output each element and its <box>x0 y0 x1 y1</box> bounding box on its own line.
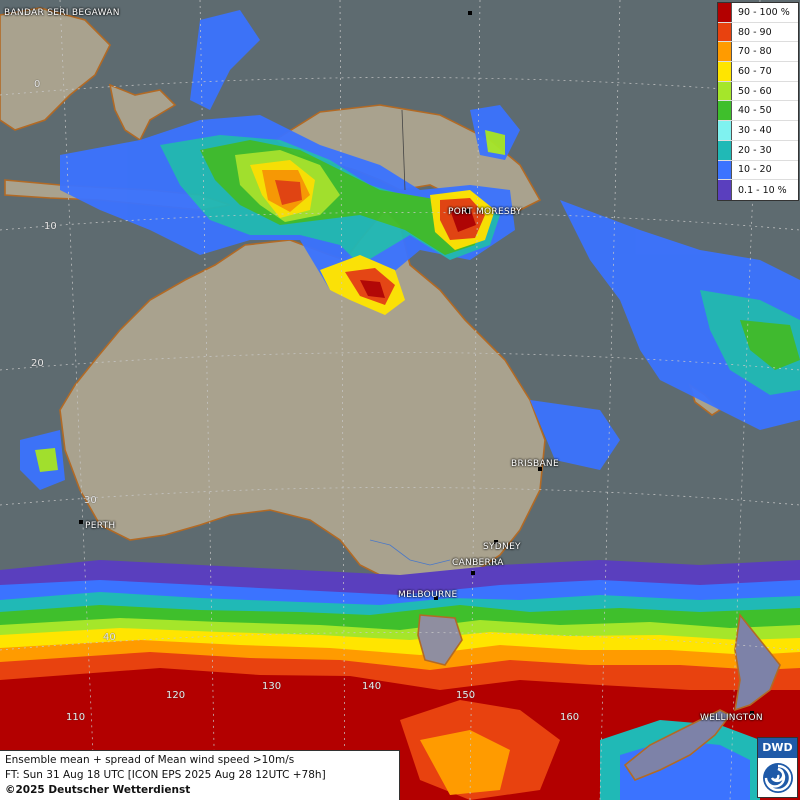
legend-swatch <box>718 22 732 42</box>
grid-label-lon-130: 130 <box>262 681 282 692</box>
legend-label: 50 - 60 <box>738 85 772 97</box>
probability-legend: 90 - 100 % 80 - 90 70 - 80 60 - 70 50 - … <box>717 2 799 201</box>
grid-label-lat-20: 20 <box>31 358 44 369</box>
city-label-brisbane: BRISBANE <box>511 459 559 469</box>
swirl-icon <box>762 763 793 793</box>
legend-label: 0.1 - 10 % <box>738 184 787 196</box>
legend-swatch <box>718 180 732 200</box>
copyright: ©2025 Deutscher Wetterdienst <box>5 784 191 796</box>
legend-swatch <box>718 42 732 62</box>
legend-label: 60 - 70 <box>738 65 772 77</box>
legend-row: 60 - 70 <box>718 62 798 82</box>
legend-row: 80 - 90 <box>718 22 798 43</box>
legend-label: 40 - 50 <box>738 105 772 117</box>
legend-row: 10 - 20 <box>718 160 798 181</box>
legend-row: 70 - 80 <box>718 42 798 63</box>
grid-label-lon-140: 140 <box>362 681 382 692</box>
grid-label-lat-0: 0 <box>34 79 41 90</box>
state-border <box>401 109 406 191</box>
city-label-wellington: WELLINGTON <box>700 713 763 723</box>
legend-row: 30 - 40 <box>718 121 798 141</box>
city-label-perth: PERTH <box>85 521 116 531</box>
legend-label: 70 - 80 <box>738 46 772 58</box>
legend-row: 40 - 50 <box>718 101 798 122</box>
legend-row: 0.1 - 10 % <box>718 180 798 200</box>
legend-label: 80 - 90 <box>738 26 772 38</box>
grid-label-lon-150: 150 <box>456 690 476 701</box>
legend-row: 50 - 60 <box>718 81 798 102</box>
legend-swatch <box>718 62 732 81</box>
city-label-sydney: SYDNEY <box>483 542 521 552</box>
grid-label-lat-10: 10 <box>44 221 57 232</box>
dwd-logo: DWD <box>757 737 798 798</box>
grid-label-lon-110: 110 <box>66 712 86 723</box>
city-label-melbourne: MELBOURNE <box>398 590 458 600</box>
legend-swatch <box>718 81 732 101</box>
map-title: Ensemble mean + spread of Mean wind spee… <box>5 754 295 766</box>
grid-label-lat-40: 40 <box>103 632 116 643</box>
legend-swatch <box>718 140 732 160</box>
legend-swatch <box>718 3 732 22</box>
city-label-bandar-seri-begawan: BANDAR SERI BEGAWAN <box>4 8 120 18</box>
legend-label: 10 - 20 <box>738 164 772 176</box>
legend-row: 90 - 100 % <box>718 3 798 23</box>
grid-label-lon-120: 120 <box>166 690 186 701</box>
legend-swatch <box>718 101 732 121</box>
city-label-canberra: CANBERRA <box>452 558 504 568</box>
city-markers <box>79 11 754 715</box>
legend-swatch <box>718 160 732 180</box>
legend-label: 20 - 30 <box>738 144 772 156</box>
dwd-logo-text: DWD <box>758 738 797 758</box>
wind-probability-north <box>20 10 800 490</box>
legend-row: 20 - 30 <box>718 140 798 161</box>
legend-swatch <box>718 121 732 140</box>
river <box>369 539 451 566</box>
map-info-box: Ensemble mean + spread of Mean wind spee… <box>0 750 400 800</box>
legend-label: 90 - 100 % <box>738 6 790 18</box>
grid-label-lat-30: 30 <box>84 495 97 506</box>
city-label-port-moresby: PORT MORESBY <box>448 207 522 217</box>
grid-label-lon-160: 160 <box>560 712 580 723</box>
forecast-time: FT: Sun 31 Aug 18 UTC [ICON EPS 2025 Aug… <box>5 769 326 781</box>
legend-label: 30 - 40 <box>738 124 772 136</box>
